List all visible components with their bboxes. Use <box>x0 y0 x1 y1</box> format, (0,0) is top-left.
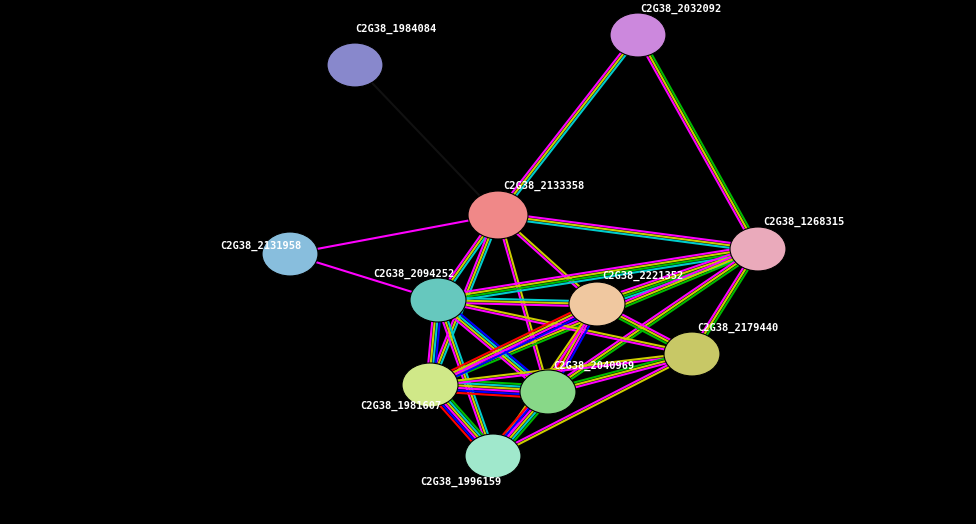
Text: C2G38_2179440: C2G38_2179440 <box>697 323 778 333</box>
Text: C2G38_1981607: C2G38_1981607 <box>360 401 441 411</box>
Text: C2G38_2133358: C2G38_2133358 <box>503 181 585 191</box>
Text: C2G38_1984084: C2G38_1984084 <box>355 24 436 34</box>
Text: C2G38_1268315: C2G38_1268315 <box>763 217 844 227</box>
Ellipse shape <box>664 332 720 376</box>
Text: C2G38_2221352: C2G38_2221352 <box>602 271 683 281</box>
Text: C2G38_1996159: C2G38_1996159 <box>420 477 502 487</box>
Ellipse shape <box>465 434 521 478</box>
Text: C2G38_2032092: C2G38_2032092 <box>640 4 721 14</box>
Ellipse shape <box>410 278 466 322</box>
Text: C2G38_2040969: C2G38_2040969 <box>553 361 634 371</box>
Text: C2G38_2131958: C2G38_2131958 <box>220 241 302 251</box>
Ellipse shape <box>327 43 383 87</box>
Ellipse shape <box>730 227 786 271</box>
Ellipse shape <box>402 363 458 407</box>
Text: C2G38_2094252: C2G38_2094252 <box>373 269 454 279</box>
Ellipse shape <box>262 232 318 276</box>
Ellipse shape <box>520 370 576 414</box>
Ellipse shape <box>569 282 625 326</box>
Ellipse shape <box>468 191 528 239</box>
Ellipse shape <box>610 13 666 57</box>
